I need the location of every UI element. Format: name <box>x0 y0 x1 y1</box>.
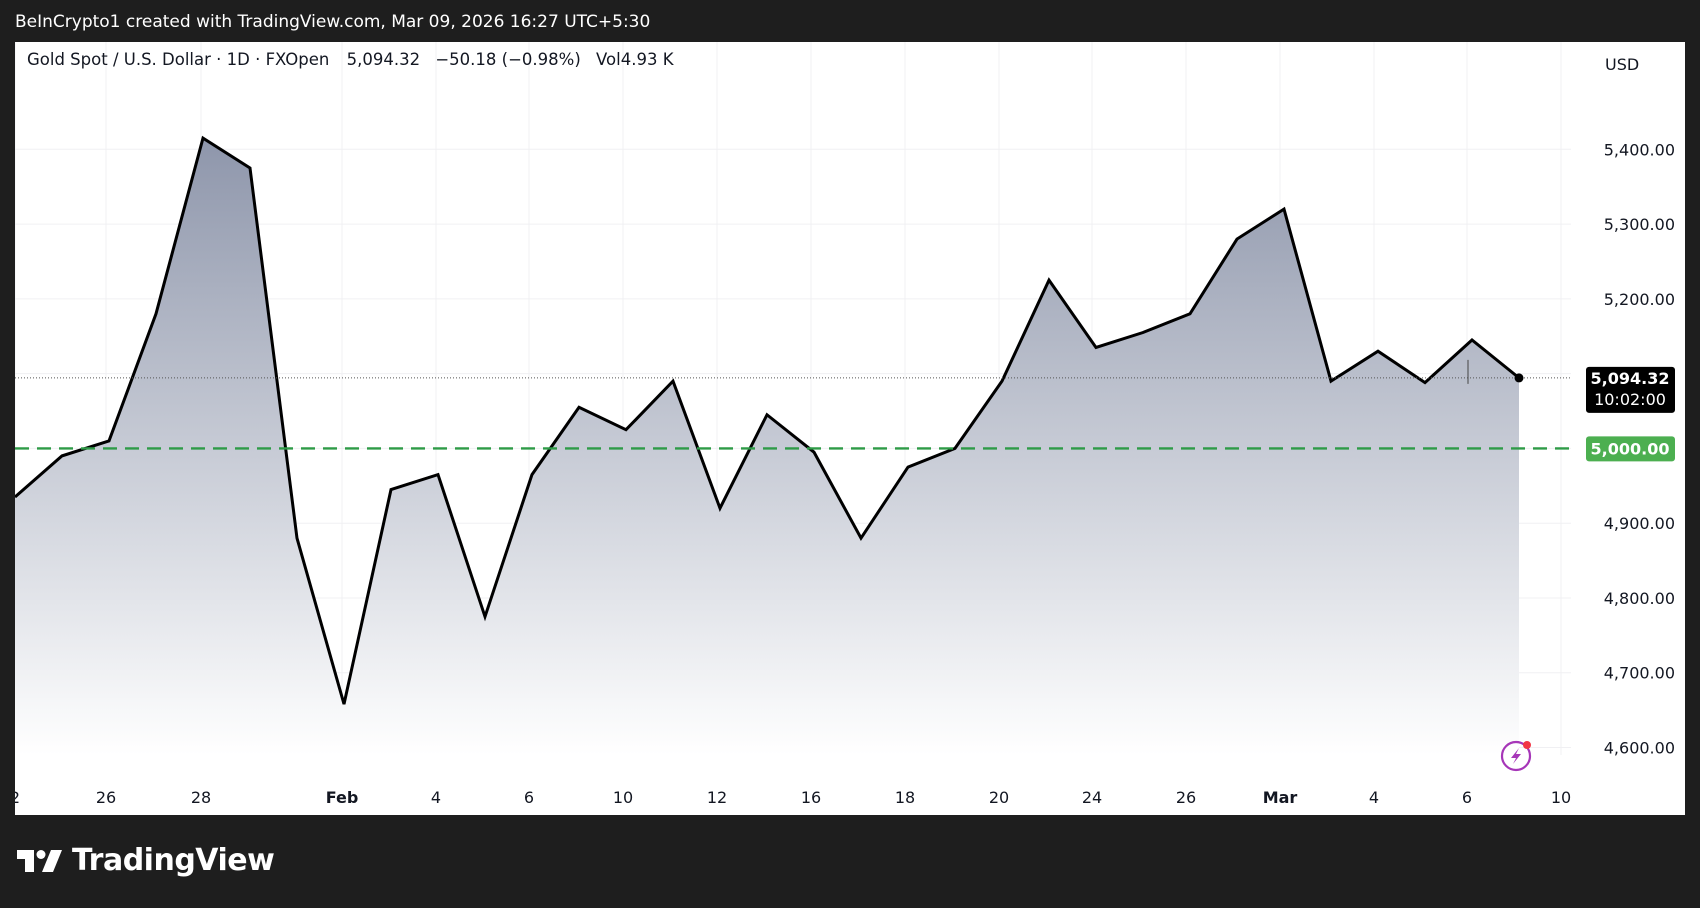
chart-panel: 4,600.004,700.004,800.004,900.005,100.00… <box>10 42 1685 815</box>
x-tick-label: Mar <box>1263 788 1298 807</box>
footer: TradingView <box>0 815 1700 908</box>
price-change-value: −50.18 (−0.98%) <box>435 50 580 69</box>
x-tick-label: 12 <box>707 788 727 807</box>
x-tick-label: 10 <box>613 788 633 807</box>
level-label: 5,000.00 <box>1586 436 1675 462</box>
x-tick-label: 24 <box>1082 788 1102 807</box>
x-tick-label: 26 <box>96 788 116 807</box>
series <box>14 135 1520 755</box>
currency-label: USD <box>1605 55 1639 74</box>
x-tick-label: 10 <box>1551 788 1571 807</box>
x-tick-label: Feb <box>326 788 359 807</box>
x-tick-label: 26 <box>1176 788 1196 807</box>
y-tick-label: 5,400.00 <box>1604 140 1675 159</box>
level-label-value: 5,000.00 <box>1591 439 1670 458</box>
countdown-label: 10:02:00 <box>1594 390 1666 409</box>
last-price-value: 5,094.32 <box>347 50 420 69</box>
last-point-marker <box>1514 373 1524 383</box>
y-tick-label: 5,300.00 <box>1604 215 1675 234</box>
brand-name: TradingView <box>72 843 275 878</box>
x-tick-label: 2 <box>15 788 20 807</box>
symbol-label: Gold Spot / U.S. Dollar · 1D · FXOpen <box>27 50 329 69</box>
x-tick-label: 28 <box>191 788 211 807</box>
y-tick-label: 4,900.00 <box>1604 514 1675 533</box>
x-tick-label: 4 <box>431 788 441 807</box>
price-line <box>14 135 1520 705</box>
y-tick-label: 4,800.00 <box>1604 589 1675 608</box>
currency-button[interactable]: USD <box>1593 45 1679 79</box>
x-tick-label: 16 <box>801 788 821 807</box>
tradingview-logo[interactable]: TradingView <box>17 843 275 878</box>
tradingview-logo-icon <box>17 849 62 872</box>
x-tick-label: 6 <box>524 788 534 807</box>
chart-legend: Gold Spot / U.S. Dollar · 1D · FXOpen 5,… <box>27 50 675 69</box>
attribution-bar: BeInCrypto1 created with TradingView.com… <box>0 0 1700 42</box>
volume-value: Vol4.93 K <box>596 50 675 69</box>
y-tick-label: 5,200.00 <box>1604 290 1675 309</box>
last-price-label-value: 5,094.32 <box>1591 369 1670 388</box>
lightning-icon[interactable] <box>1500 740 1532 772</box>
y-tick-label: 4,600.00 <box>1604 739 1675 758</box>
attribution-text: BeInCrypto1 created with TradingView.com… <box>15 12 651 32</box>
price-area <box>15 138 1519 755</box>
y-tick-label: 4,700.00 <box>1604 664 1675 683</box>
x-tick-label: 6 <box>1462 788 1472 807</box>
overlays <box>15 359 1571 450</box>
x-tick-label: 18 <box>895 788 915 807</box>
last-price-label: 5,094.32 10:02:00 <box>1586 366 1675 413</box>
x-tick-label: 4 <box>1369 788 1379 807</box>
price-chart[interactable]: 4,600.004,700.004,800.004,900.005,100.00… <box>10 42 1685 815</box>
x-tick-label: 20 <box>989 788 1009 807</box>
